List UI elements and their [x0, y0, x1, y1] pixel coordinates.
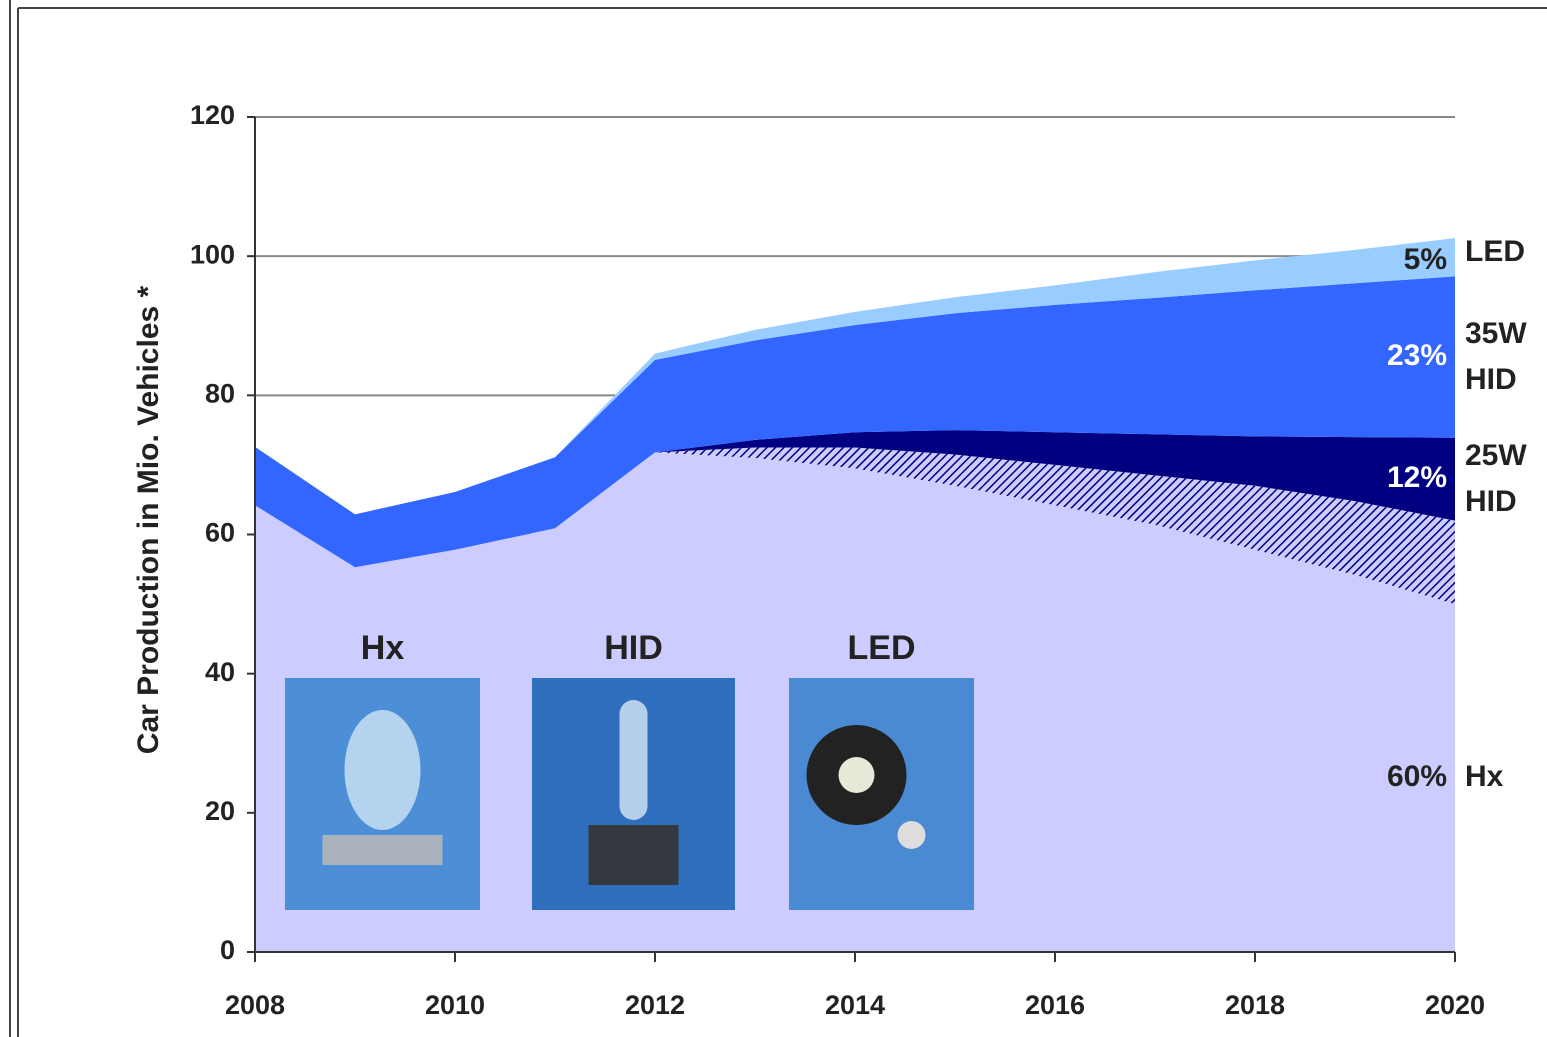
photo-caption: LED	[848, 629, 916, 667]
led-small	[897, 821, 926, 849]
x-tick-label: 2014	[825, 990, 885, 1020]
bulb-glass	[344, 710, 421, 830]
bulb-base	[322, 835, 443, 865]
y-tick-label: 80	[205, 378, 235, 408]
x-tick-label: 2012	[625, 990, 685, 1020]
share-label: 23%	[1387, 339, 1447, 372]
photo-caption: Hx	[361, 629, 405, 667]
series-label: 35W	[1465, 317, 1527, 350]
y-tick-label: 100	[190, 239, 235, 269]
bulb-glass	[619, 700, 648, 820]
y-tick-label: 0	[220, 935, 235, 965]
y-tick-label: 20	[205, 796, 235, 826]
y-axis-label: Car Production in Mio. Vehicles *	[132, 285, 165, 754]
x-tick-label: 2018	[1225, 990, 1285, 1020]
y-tick-label: 60	[205, 518, 235, 548]
share-label: 60%	[1387, 760, 1447, 793]
area	[255, 238, 1455, 515]
led-chip	[838, 757, 875, 793]
axes: 0 20 40 60 80 100 120 2008 2010 2012 2014 2016 2018 2…	[190, 100, 1485, 1020]
y-tick-label: 120	[190, 100, 235, 130]
area	[255, 276, 1455, 568]
photos: Hx HID LED	[285, 629, 974, 910]
series-label: HID	[1465, 485, 1517, 518]
series-label: Hx	[1465, 760, 1504, 793]
bulb-base	[588, 825, 679, 885]
x-tick-label: 2008	[225, 990, 285, 1020]
y-tick-label: 40	[205, 657, 235, 687]
labels: 60% Hx 12% 25W HID 23% 35W HID 5% LED	[1387, 235, 1527, 793]
x-tick-label: 2010	[425, 990, 485, 1020]
area	[255, 430, 1455, 568]
share-label: 12%	[1387, 461, 1447, 494]
x-tick-label: 2020	[1425, 990, 1485, 1020]
share-label: 5%	[1404, 243, 1447, 276]
x-tick-label: 2016	[1025, 990, 1085, 1020]
series-label: 25W	[1465, 439, 1527, 472]
series-label: LED	[1465, 235, 1525, 268]
photo-caption: HID	[604, 629, 663, 667]
area	[255, 447, 1455, 605]
series-label: HID	[1465, 363, 1517, 396]
